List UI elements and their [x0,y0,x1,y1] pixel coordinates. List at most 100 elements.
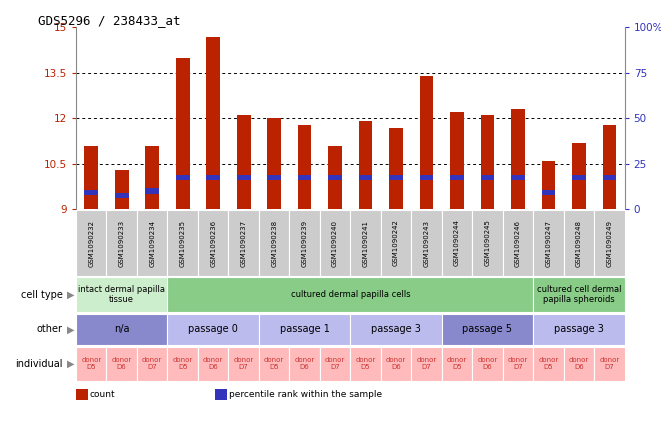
Text: donor
D6: donor D6 [569,357,589,371]
Bar [350,347,381,381]
Bar [411,210,442,276]
Bar [137,210,167,276]
Bar [237,115,251,209]
Bar [381,210,411,276]
Text: percentile rank within the sample: percentile rank within the sample [229,390,382,399]
Bar [541,161,555,209]
Bar [229,210,259,276]
Text: donor
D6: donor D6 [203,357,223,371]
Text: donor
D5: donor D5 [173,357,193,371]
Text: GSM1090236: GSM1090236 [210,220,216,266]
Text: donor
D5: donor D5 [447,357,467,371]
Bar [533,210,564,276]
Bar [411,347,442,381]
Text: GSM1090245: GSM1090245 [485,220,490,266]
Bar [350,314,442,344]
Bar [267,175,281,180]
Bar [167,277,533,312]
Text: cultured cell dermal
papilla spheroids: cultured cell dermal papilla spheroids [537,285,621,304]
Bar [450,175,464,180]
Text: GSM1090235: GSM1090235 [180,220,186,266]
Bar [106,210,137,276]
Bar [297,124,311,209]
Bar [76,210,106,276]
Bar [603,175,616,180]
Text: donor
D7: donor D7 [325,357,345,371]
Text: GSM1090246: GSM1090246 [515,220,521,266]
Bar [472,347,503,381]
Bar [176,175,190,180]
Bar [259,347,290,381]
Text: passage 3: passage 3 [371,324,421,334]
Text: count: count [90,390,116,399]
Bar [267,118,281,209]
Bar [533,314,625,344]
Bar [290,210,320,276]
Text: n/a: n/a [114,324,130,334]
Text: GSM1090247: GSM1090247 [545,220,551,266]
Bar [206,175,220,180]
Bar [206,37,220,209]
Text: GSM1090239: GSM1090239 [301,220,307,266]
Bar [167,210,198,276]
Bar [359,121,372,209]
Text: GSM1090240: GSM1090240 [332,220,338,266]
Bar [350,210,381,276]
Text: GDS5296 / 238433_at: GDS5296 / 238433_at [38,14,180,27]
Text: donor
D5: donor D5 [356,357,375,371]
Bar [572,175,586,180]
Bar [229,347,259,381]
Bar [167,347,198,381]
Bar [442,347,472,381]
Bar [420,175,434,180]
Bar [603,124,616,209]
Text: passage 5: passage 5 [463,324,512,334]
Text: GSM1090234: GSM1090234 [149,220,155,266]
Bar [389,128,403,209]
Bar [198,347,229,381]
Bar [572,143,586,209]
Text: donor
D5: donor D5 [264,357,284,371]
Bar [481,115,494,209]
Bar [442,314,533,344]
Text: GSM1090249: GSM1090249 [606,220,612,266]
Text: GSM1090243: GSM1090243 [424,220,430,266]
Bar [259,210,290,276]
Bar [290,347,320,381]
Bar [511,109,525,209]
Bar [381,347,411,381]
Bar [481,175,494,180]
Bar [389,175,403,180]
Bar [420,76,434,209]
Text: ▶: ▶ [67,359,75,369]
Text: donor
D6: donor D6 [477,357,498,371]
Text: GSM1090241: GSM1090241 [363,220,369,266]
Text: passage 3: passage 3 [554,324,604,334]
Bar [198,210,229,276]
Text: donor
D5: donor D5 [81,357,101,371]
Bar [145,146,159,209]
Bar [594,210,625,276]
Bar [594,347,625,381]
Text: passage 1: passage 1 [280,324,330,334]
Bar [503,347,533,381]
Text: other: other [37,324,63,334]
Bar [329,175,342,180]
Bar [167,314,259,344]
Bar [329,146,342,209]
Text: donor
D6: donor D6 [295,357,315,371]
Bar [511,175,525,180]
Text: GSM1090237: GSM1090237 [241,220,247,266]
Text: cell type: cell type [21,290,63,299]
Bar [76,314,167,344]
Text: donor
D5: donor D5 [538,357,559,371]
Text: donor
D7: donor D7 [416,357,437,371]
Bar [533,277,625,312]
Bar [85,190,98,195]
Bar [76,277,167,312]
Bar [541,190,555,195]
Text: GSM1090244: GSM1090244 [454,220,460,266]
Text: GSM1090242: GSM1090242 [393,220,399,266]
Bar [450,113,464,209]
Bar [85,146,98,209]
